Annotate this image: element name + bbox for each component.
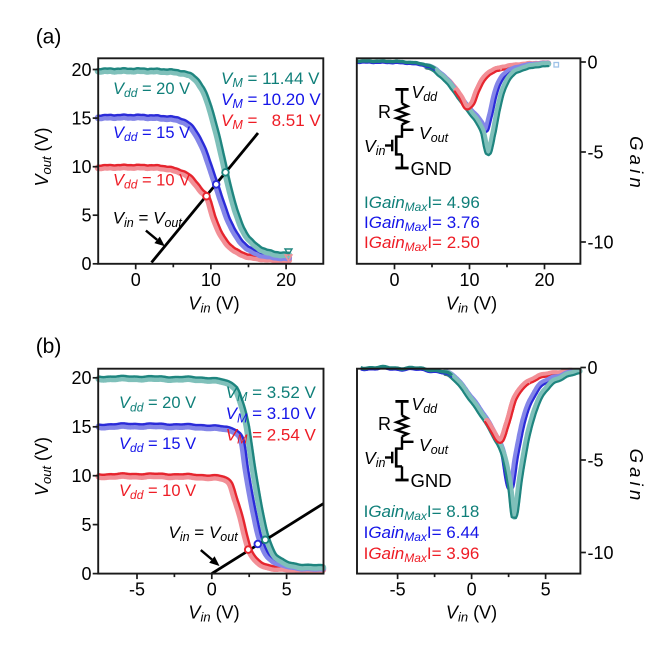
svg-text:Vin: Vin	[364, 448, 385, 470]
svg-text:0: 0	[81, 564, 91, 584]
svg-text:IGainMaxI= 2.50: IGainMaxI= 2.50	[364, 233, 480, 254]
svg-text:10: 10	[201, 270, 221, 290]
svg-text:IGainMaxI= 3.76: IGainMaxI= 3.76	[364, 213, 480, 234]
svg-text:VM = 2.54 V: VM = 2.54 V	[226, 426, 317, 447]
svg-text:R: R	[378, 414, 391, 434]
svg-text:Vin (V): Vin (V)	[188, 294, 239, 316]
svg-text:0: 0	[81, 254, 91, 274]
svg-text:0: 0	[467, 580, 477, 600]
svg-text:10: 10	[71, 466, 91, 486]
svg-text:VM = 3.52 V: VM = 3.52 V	[226, 383, 317, 404]
svg-text:Vin (V): Vin (V)	[446, 294, 497, 316]
svg-text:15: 15	[71, 108, 91, 128]
svg-text:Vin (V): Vin (V)	[446, 603, 497, 625]
svg-text:0: 0	[588, 358, 598, 378]
svg-text:Vin = Vout: Vin = Vout	[113, 209, 183, 230]
svg-text:Vdd: Vdd	[412, 82, 439, 104]
svg-text:VM = 8.51 V: VM = 8.51 V	[221, 111, 321, 132]
svg-text:-10: -10	[588, 543, 614, 563]
svg-text:Vdd = 20 V: Vdd = 20 V	[113, 80, 190, 100]
svg-text:5: 5	[282, 580, 292, 600]
svg-text:10: 10	[71, 157, 91, 177]
svg-text:20: 20	[276, 270, 296, 290]
svg-text:5: 5	[81, 206, 91, 226]
svg-text:0: 0	[207, 580, 217, 600]
svg-text:Vout: Vout	[419, 123, 449, 145]
svg-text:0: 0	[389, 270, 399, 290]
svg-text:0: 0	[131, 270, 141, 290]
svg-text:Vdd = 10 V: Vdd = 10 V	[113, 172, 190, 192]
svg-text:VM = 10.20 V: VM = 10.20 V	[221, 90, 321, 111]
svg-text:Vdd = 10 V: Vdd = 10 V	[119, 482, 196, 502]
svg-text:-10: -10	[588, 232, 614, 252]
svg-text:GND: GND	[411, 158, 452, 179]
svg-text:20: 20	[534, 270, 554, 290]
svg-text:-5: -5	[390, 580, 406, 600]
svg-text:IGainMaxI= 8.18: IGainMaxI= 8.18	[364, 502, 480, 523]
svg-text:-5: -5	[129, 580, 145, 600]
svg-text:Vout: Vout	[419, 435, 449, 457]
svg-text:GND: GND	[411, 470, 452, 491]
svg-text:10: 10	[459, 270, 479, 290]
svg-text:IGainMaxI= 4.96: IGainMaxI= 4.96	[364, 193, 480, 214]
svg-text:Vdd = 15 V: Vdd = 15 V	[113, 124, 190, 144]
svg-text:(b): (b)	[36, 335, 62, 358]
svg-text:Vin (V): Vin (V)	[188, 603, 239, 625]
svg-text:5: 5	[541, 580, 551, 600]
svg-text:20: 20	[71, 60, 91, 80]
svg-text:Vdd = 20 V: Vdd = 20 V	[119, 394, 196, 414]
svg-text:Vout (V): Vout (V)	[32, 127, 54, 186]
svg-text:Vout (V): Vout (V)	[32, 437, 54, 496]
svg-text:IGainMaxI= 3.96: IGainMaxI= 3.96	[364, 544, 480, 565]
svg-text:Vin = Vout: Vin = Vout	[169, 523, 239, 544]
svg-text:Gain: Gain	[626, 136, 647, 192]
svg-text:Gain: Gain	[626, 449, 647, 505]
svg-text:20: 20	[71, 368, 91, 388]
svg-text:0: 0	[588, 52, 598, 72]
svg-text:Vdd = 15 V: Vdd = 15 V	[119, 435, 196, 455]
svg-text:-5: -5	[588, 142, 604, 162]
svg-text:Vdd: Vdd	[412, 394, 439, 416]
svg-text:(a): (a)	[36, 26, 62, 49]
svg-text:-5: -5	[588, 450, 604, 470]
svg-text:IGainMaxI= 6.44: IGainMaxI= 6.44	[364, 523, 480, 544]
svg-text:15: 15	[71, 417, 91, 437]
svg-text:VM = 3.10 V: VM = 3.10 V	[226, 404, 317, 425]
svg-text:Vin: Vin	[364, 136, 385, 158]
svg-text:VM = 11.44 V: VM = 11.44 V	[221, 69, 320, 90]
svg-text:5: 5	[81, 515, 91, 535]
svg-text:R: R	[378, 102, 391, 122]
